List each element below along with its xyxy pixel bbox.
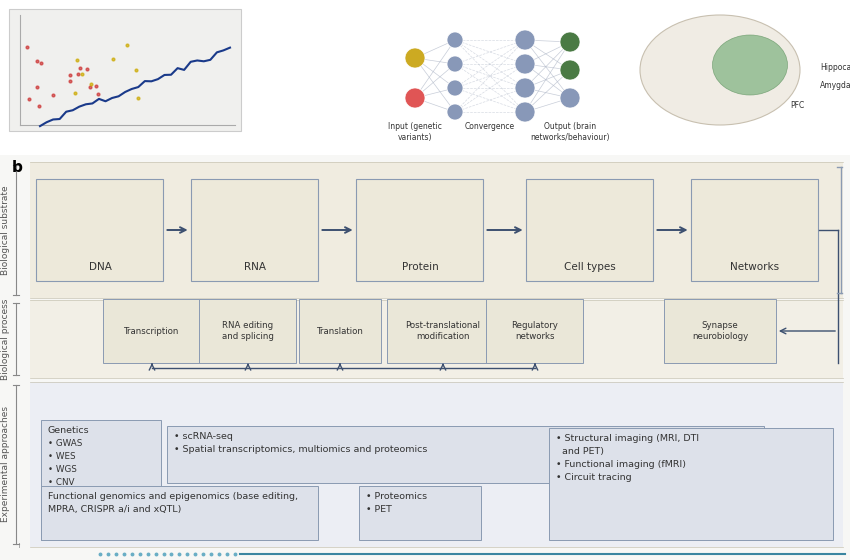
FancyBboxPatch shape <box>104 299 201 363</box>
Text: Genetics: Genetics <box>48 426 89 435</box>
Bar <box>30 300 843 378</box>
FancyBboxPatch shape <box>549 428 833 540</box>
Text: Cell types: Cell types <box>564 262 616 272</box>
Circle shape <box>560 60 580 80</box>
Circle shape <box>515 54 535 74</box>
Circle shape <box>515 102 535 122</box>
Text: Convergence: Convergence <box>465 122 515 131</box>
FancyBboxPatch shape <box>526 179 654 281</box>
Point <box>91 90 105 99</box>
FancyBboxPatch shape <box>387 299 499 363</box>
Point <box>46 91 60 100</box>
Text: • Proteomics
• PET: • Proteomics • PET <box>366 492 427 514</box>
Text: • GWAS
• WES
• WGS
• CNV: • GWAS • WES • WGS • CNV <box>48 439 82 487</box>
Text: Input (genetic
variants): Input (genetic variants) <box>388 122 442 142</box>
Bar <box>30 162 843 298</box>
Text: b: b <box>12 160 23 175</box>
Text: Synapse
neurobiology: Synapse neurobiology <box>692 321 748 341</box>
Point <box>83 82 97 91</box>
Text: Output (brain
networks/behaviour): Output (brain networks/behaviour) <box>530 122 609 142</box>
Bar <box>30 382 843 547</box>
Ellipse shape <box>640 15 800 125</box>
FancyBboxPatch shape <box>200 299 297 363</box>
Point <box>81 64 94 73</box>
FancyBboxPatch shape <box>41 420 161 540</box>
FancyBboxPatch shape <box>191 179 319 281</box>
Circle shape <box>560 32 580 52</box>
FancyBboxPatch shape <box>9 9 241 131</box>
Text: PFC: PFC <box>790 100 804 110</box>
Circle shape <box>447 80 463 96</box>
Bar <box>0 0 850 155</box>
Circle shape <box>560 88 580 108</box>
Point <box>31 102 45 111</box>
FancyBboxPatch shape <box>486 299 583 363</box>
Point <box>75 69 88 78</box>
Point <box>105 54 119 63</box>
Circle shape <box>447 32 463 48</box>
Circle shape <box>405 48 425 68</box>
Point <box>84 80 98 89</box>
Point <box>129 66 143 75</box>
FancyBboxPatch shape <box>37 179 163 281</box>
Text: Protein: Protein <box>401 262 439 272</box>
FancyBboxPatch shape <box>299 299 381 363</box>
Text: Hippocampus: Hippocampus <box>820 63 850 72</box>
Text: DNA: DNA <box>88 262 111 272</box>
Text: Networks: Networks <box>730 262 779 272</box>
Text: Experimental approaches: Experimental approaches <box>2 407 10 522</box>
Point <box>34 58 48 67</box>
FancyBboxPatch shape <box>356 179 484 281</box>
Point <box>20 43 33 52</box>
Ellipse shape <box>712 35 787 95</box>
Circle shape <box>447 56 463 72</box>
Point <box>73 63 87 72</box>
Point <box>63 71 76 80</box>
Point <box>70 56 83 65</box>
FancyBboxPatch shape <box>692 179 819 281</box>
FancyBboxPatch shape <box>41 486 318 540</box>
Point <box>68 88 82 97</box>
Text: Biological process: Biological process <box>2 298 10 380</box>
FancyBboxPatch shape <box>359 486 481 540</box>
Text: • Structural imaging (MRI, DTI
  and PET)
• Functional imaging (fMRI)
• Circuit : • Structural imaging (MRI, DTI and PET) … <box>556 434 699 482</box>
Text: Post-translational
modification: Post-translational modification <box>405 321 480 341</box>
Point <box>63 76 76 85</box>
Bar <box>0 0 850 155</box>
Text: Functional genomics and epigenomics (base editing,
MPRA, CRISPR a/i and xQTL): Functional genomics and epigenomics (bas… <box>48 492 298 514</box>
Text: Amygdala: Amygdala <box>820 81 850 90</box>
Point <box>23 95 37 104</box>
Circle shape <box>405 88 425 108</box>
Circle shape <box>515 78 535 98</box>
Point <box>71 69 85 78</box>
Point <box>131 94 145 102</box>
Point <box>30 82 43 91</box>
Point <box>30 57 43 66</box>
Circle shape <box>447 104 463 120</box>
Circle shape <box>515 30 535 50</box>
Text: Transcription: Transcription <box>124 326 179 335</box>
Text: RNA editing
and splicing: RNA editing and splicing <box>222 321 274 341</box>
Point <box>120 41 133 50</box>
Text: Biological substrate: Biological substrate <box>2 185 10 275</box>
Text: Regulatory
networks: Regulatory networks <box>512 321 558 341</box>
Text: • scRNA-seq
• Spatial transcriptomics, multiomics and proteomics: • scRNA-seq • Spatial transcriptomics, m… <box>174 432 428 454</box>
Text: Translation: Translation <box>316 326 364 335</box>
Point <box>89 81 103 90</box>
FancyBboxPatch shape <box>167 426 764 483</box>
FancyBboxPatch shape <box>664 299 776 363</box>
Text: RNA: RNA <box>244 262 266 272</box>
